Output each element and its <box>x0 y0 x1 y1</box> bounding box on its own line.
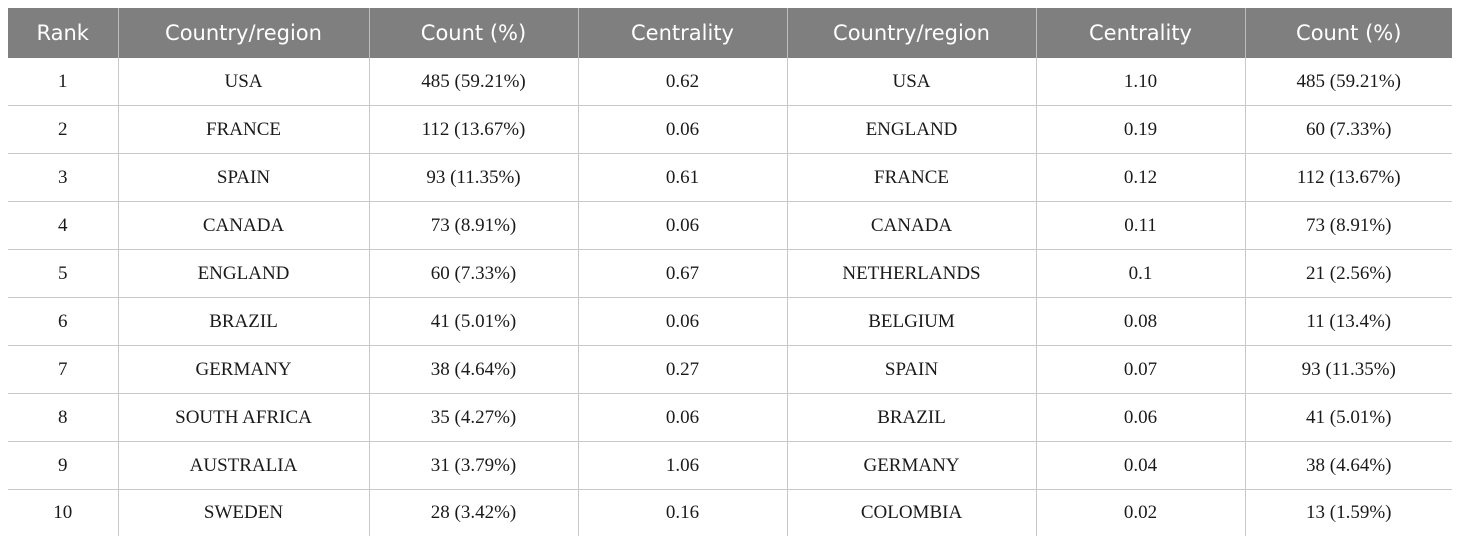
country-cell: GERMANY <box>117 345 369 394</box>
count-cell: 485 (59.21%) <box>1244 58 1452 106</box>
country-ranking-table: Rank Country/region Count (%) Centrality… <box>8 8 1452 536</box>
header-count-percent-ranked: Count (%) <box>1244 8 1452 58</box>
centrality-cell: 1.06 <box>577 441 787 490</box>
count-cell: 73 (8.91%) <box>368 201 578 250</box>
country-cell: SOUTH AFRICA <box>117 393 369 442</box>
table-row: 7 GERMANY 38 (4.64%) 0.27 SPAIN 0.07 93 (11.35… <box>8 345 1452 394</box>
country-ranking-table-container: Rank Country/region Count (%) Centrality… <box>8 8 1452 536</box>
table-row: 10 SWEDEN 28 (3.42%) 0.16 COLOMBIA 0.02 13 (1.… <box>8 489 1452 536</box>
count-cell: 28 (3.42%) <box>368 489 578 536</box>
centrality-cell: 1.10 <box>1035 58 1245 106</box>
header-row: Rank Country/region Count (%) Centrality… <box>8 8 1452 58</box>
count-cell: 31 (3.79%) <box>368 441 578 490</box>
table-row: 2 FRANCE 112 (13.67%) 0.06 ENGLAND 0.19 60 (7.… <box>8 105 1452 154</box>
country-cell: CANADA <box>117 201 369 250</box>
table-row: 5 ENGLAND 60 (7.33%) 0.67 NETHERLANDS 0.1 21 (… <box>8 249 1452 298</box>
country-cell: CANADA <box>786 201 1036 250</box>
count-cell: 41 (5.01%) <box>368 297 578 346</box>
centrality-cell: 0.07 <box>1035 345 1245 394</box>
header-country-region-by-count: Country/region <box>117 8 369 58</box>
table-row: 8 SOUTH AFRICA 35 (4.27%) 0.06 BRAZIL 0.06 41 … <box>8 393 1452 442</box>
country-cell: ENGLAND <box>786 105 1036 154</box>
header-centrality-ranked: Centrality <box>1035 8 1245 58</box>
count-cell: 21 (2.56%) <box>1244 249 1452 298</box>
centrality-cell: 0.19 <box>1035 105 1245 154</box>
table-row: 6 BRAZIL 41 (5.01%) 0.06 BELGIUM 0.08 11 (13.4… <box>8 297 1452 346</box>
count-cell: 38 (4.64%) <box>368 345 578 394</box>
count-cell: 93 (11.35%) <box>1244 345 1452 394</box>
country-cell: FRANCE <box>117 105 369 154</box>
country-cell: ENGLAND <box>117 249 369 298</box>
centrality-cell: 0.02 <box>1035 489 1245 536</box>
centrality-cell: 0.1 <box>1035 249 1245 298</box>
country-cell: SPAIN <box>786 345 1036 394</box>
centrality-cell: 0.06 <box>577 201 787 250</box>
rank-cell: 4 <box>8 201 118 250</box>
count-cell: 112 (13.67%) <box>1244 153 1452 202</box>
rank-cell: 2 <box>8 105 118 154</box>
country-cell: USA <box>786 58 1036 106</box>
centrality-cell: 0.08 <box>1035 297 1245 346</box>
centrality-cell: 0.61 <box>577 153 787 202</box>
count-cell: 485 (59.21%) <box>368 58 578 106</box>
centrality-cell: 0.04 <box>1035 441 1245 490</box>
centrality-cell: 0.67 <box>577 249 787 298</box>
centrality-cell: 0.06 <box>577 105 787 154</box>
count-cell: 41 (5.01%) <box>1244 393 1452 442</box>
count-cell: 35 (4.27%) <box>368 393 578 442</box>
country-cell: COLOMBIA <box>786 489 1036 536</box>
count-cell: 13 (1.59%) <box>1244 489 1452 536</box>
rank-cell: 7 <box>8 345 118 394</box>
count-cell: 112 (13.67%) <box>368 105 578 154</box>
rank-cell: 5 <box>8 249 118 298</box>
centrality-cell: 0.06 <box>577 297 787 346</box>
country-cell: BRAZIL <box>117 297 369 346</box>
count-cell: 93 (11.35%) <box>368 153 578 202</box>
count-cell: 11 (13.4%) <box>1244 297 1452 346</box>
rank-cell: 9 <box>8 441 118 490</box>
table-header: Rank Country/region Count (%) Centrality… <box>8 8 1452 58</box>
centrality-cell: 0.12 <box>1035 153 1245 202</box>
country-cell: BRAZIL <box>786 393 1036 442</box>
table-row: 4 CANADA 73 (8.91%) 0.06 CANADA 0.11 73 (8.91%… <box>8 201 1452 250</box>
count-cell: 60 (7.33%) <box>1244 105 1452 154</box>
country-cell: NETHERLANDS <box>786 249 1036 298</box>
centrality-cell: 0.62 <box>577 58 787 106</box>
header-count-percent: Count (%) <box>368 8 578 58</box>
header-country-region-by-centrality: Country/region <box>786 8 1036 58</box>
country-cell: GERMANY <box>786 441 1036 490</box>
centrality-cell: 0.06 <box>1035 393 1245 442</box>
count-cell: 73 (8.91%) <box>1244 201 1452 250</box>
rank-cell: 8 <box>8 393 118 442</box>
table-body: 1 USA 485 (59.21%) 0.62 USA 1.10 485 (59.21%) 2… <box>8 58 1452 536</box>
rank-cell: 3 <box>8 153 118 202</box>
count-cell: 60 (7.33%) <box>368 249 578 298</box>
country-cell: USA <box>117 58 369 106</box>
table-row: 1 USA 485 (59.21%) 0.62 USA 1.10 485 (59.21%) <box>8 58 1452 106</box>
centrality-cell: 0.06 <box>577 393 787 442</box>
rank-cell: 1 <box>8 58 118 106</box>
centrality-cell: 0.11 <box>1035 201 1245 250</box>
centrality-cell: 0.27 <box>577 345 787 394</box>
centrality-cell: 0.16 <box>577 489 787 536</box>
rank-cell: 10 <box>53 502 73 523</box>
table-row: 9 AUSTRALIA 31 (3.79%) 1.06 GERMANY 0.04 38 (4… <box>8 441 1452 490</box>
country-cell: SWEDEN <box>117 489 369 536</box>
count-cell: 38 (4.64%) <box>1244 441 1452 490</box>
table-row: 3 SPAIN 93 (11.35%) 0.61 FRANCE 0.12 112 (13.6… <box>8 153 1452 202</box>
country-cell: AUSTRALIA <box>117 441 369 490</box>
country-cell: FRANCE <box>786 153 1036 202</box>
rank-cell: 6 <box>8 297 118 346</box>
header-centrality: Centrality <box>577 8 787 58</box>
country-cell: SPAIN <box>117 153 369 202</box>
country-cell: BELGIUM <box>786 297 1036 346</box>
header-rank: Rank <box>8 8 118 58</box>
